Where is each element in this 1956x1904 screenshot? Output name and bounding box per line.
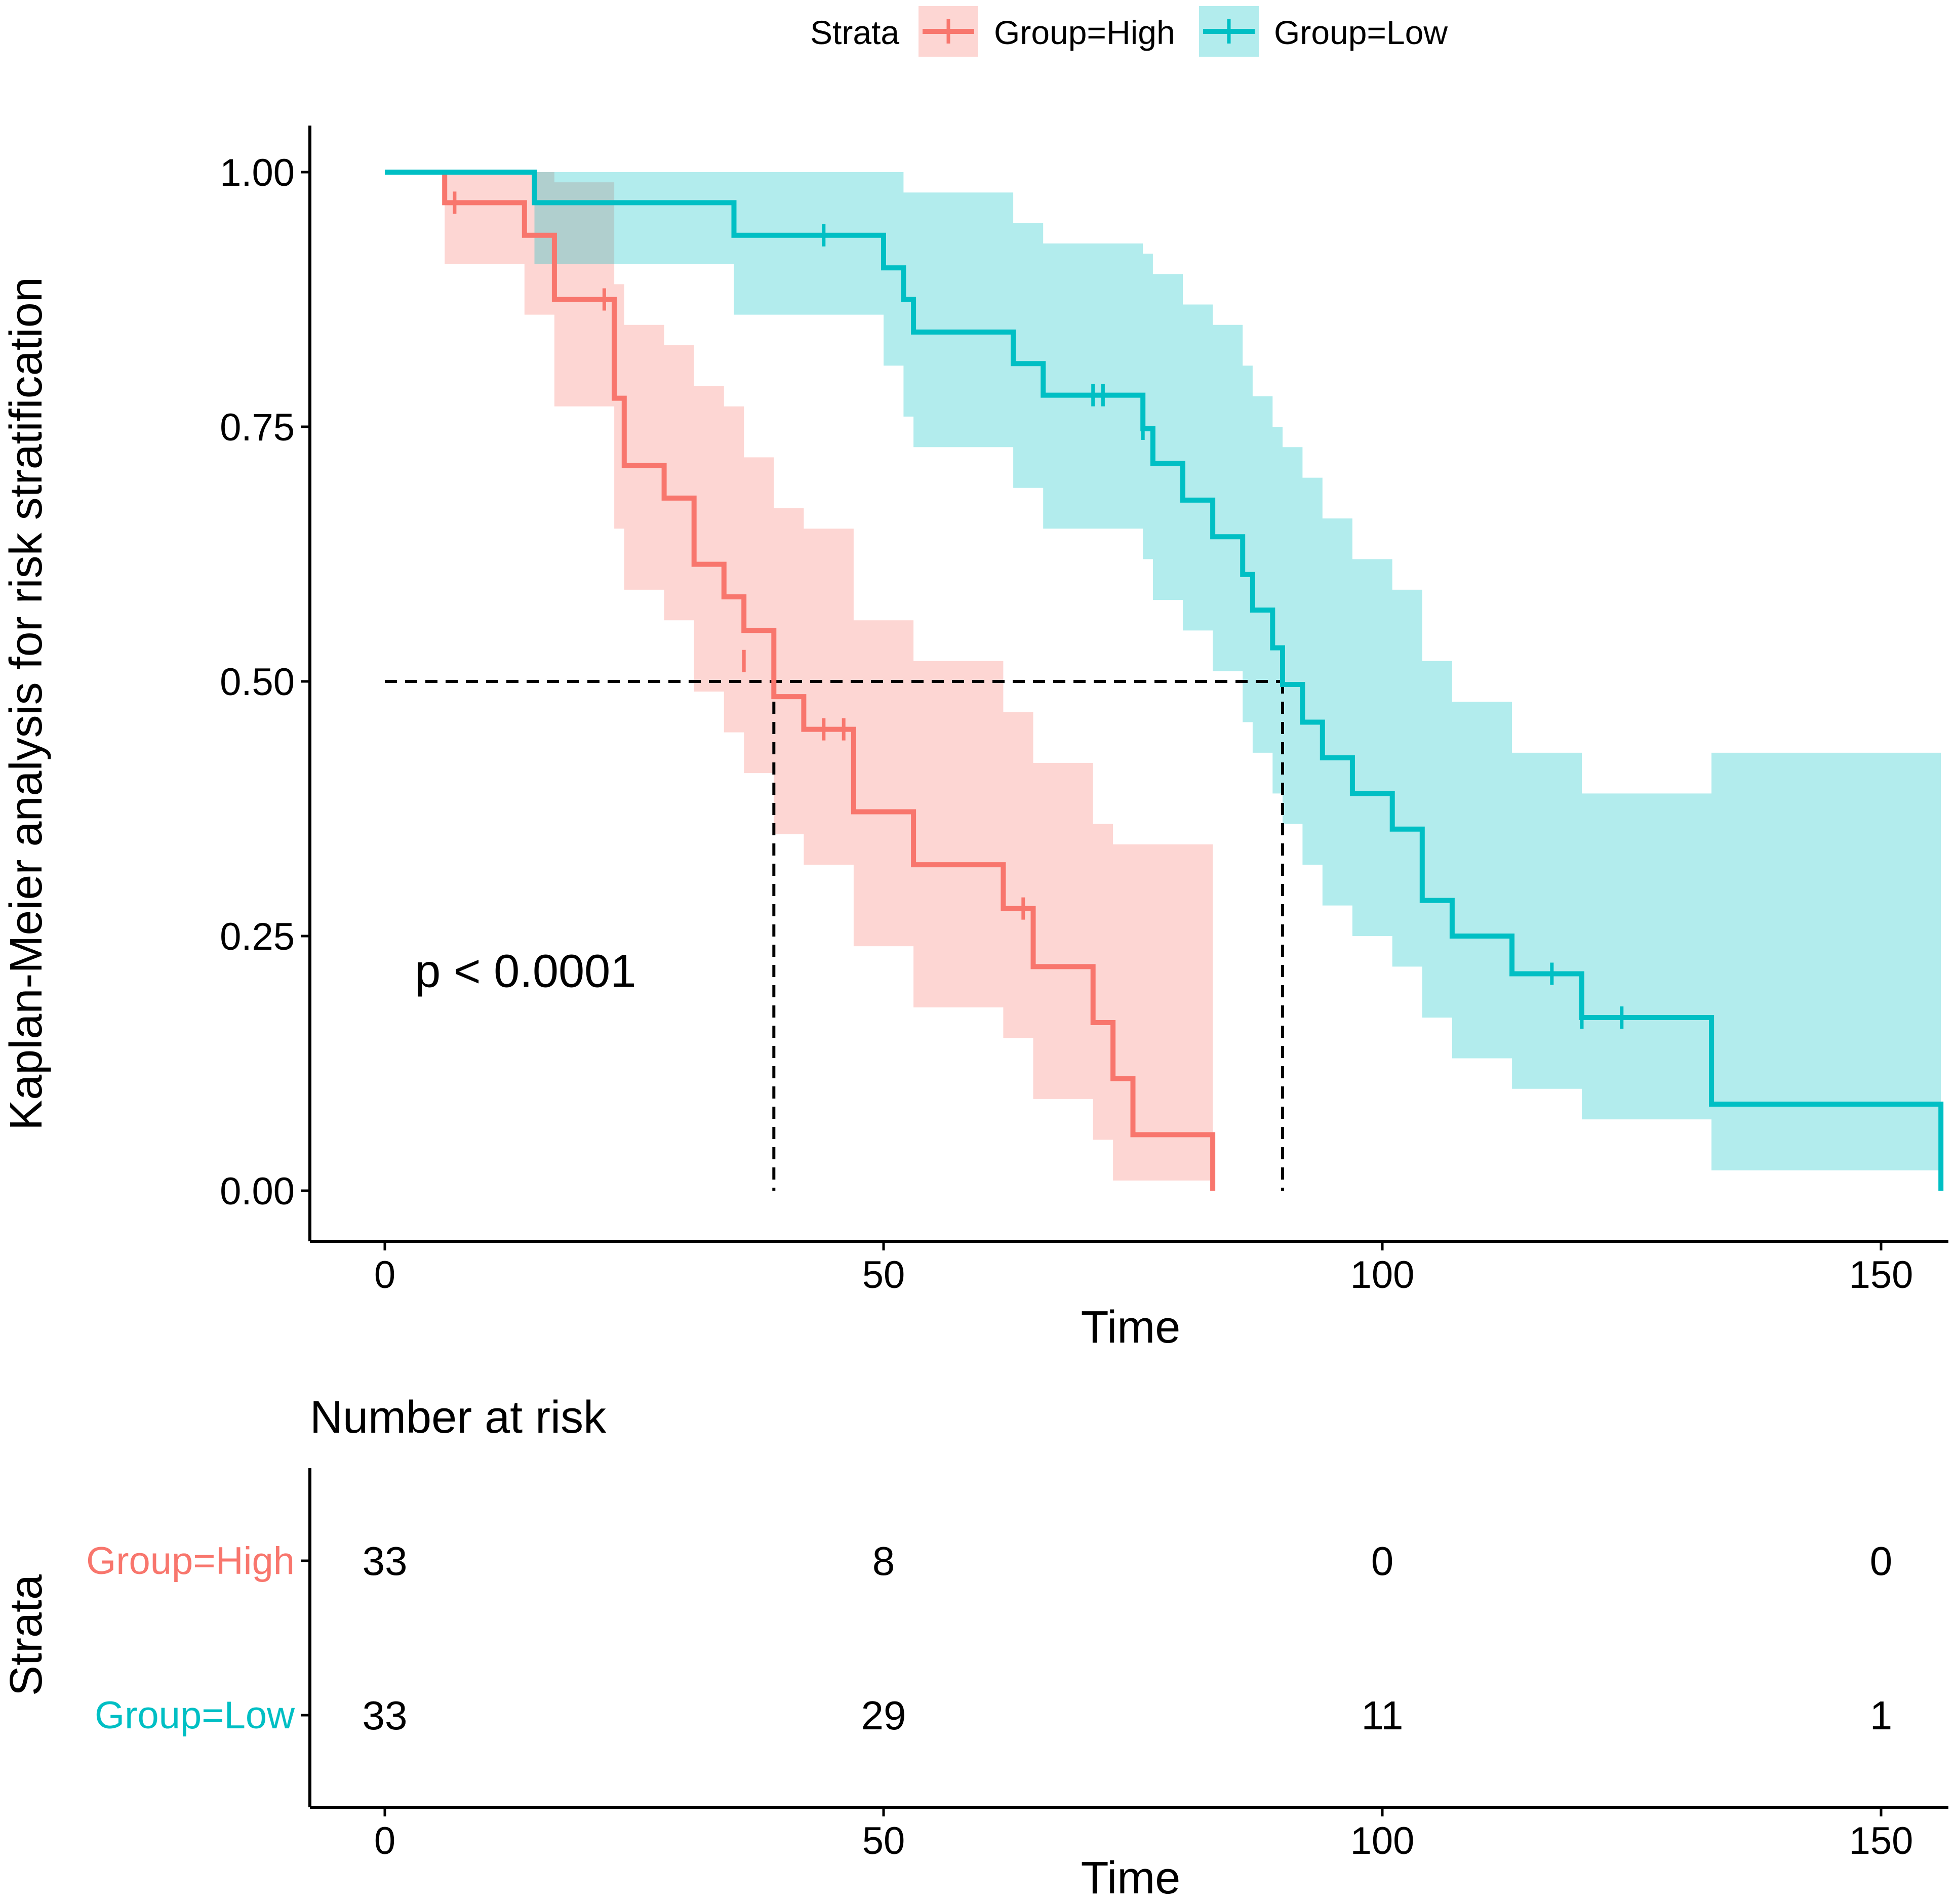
x-tick-label: 100 <box>1350 1253 1415 1297</box>
risk-table-axes: 0 50 100 150 <box>301 1468 1948 1862</box>
risk-x-tick-label: 150 <box>1849 1819 1913 1862</box>
y-tick-label: 1.00 <box>220 151 295 194</box>
legend-label-low: Group=Low <box>1274 14 1448 51</box>
y-tick-label: 0.50 <box>220 661 295 704</box>
p-value-annotation: p < 0.0001 <box>415 946 636 997</box>
main-axes: 0.00 0.25 0.50 0.75 1.00 0 50 100 150 <box>220 126 1948 1297</box>
risk-cell-high: 0 <box>1371 1538 1394 1584</box>
risk-table-y-title: Strata <box>1 1574 52 1696</box>
x-axis-title: Time <box>1081 1302 1181 1353</box>
y-tick-label: 0.75 <box>220 406 295 449</box>
y-tick-label: 0.25 <box>220 915 295 958</box>
risk-x-tick-label: 0 <box>374 1819 395 1862</box>
confidence-band-low <box>385 172 1941 1170</box>
x-tick-label: 0 <box>374 1253 395 1297</box>
survival-curves <box>385 170 1944 1191</box>
median-lines <box>385 680 1284 1191</box>
risk-cell-high: 33 <box>363 1538 408 1584</box>
legend: Strata Group=High Group=Low <box>810 6 1448 57</box>
survival-plot: 0.00 0.25 0.50 0.75 1.00 0 50 100 150 Kaplan-Mei… <box>1 126 1948 1353</box>
survival-curve-low <box>385 170 1944 1191</box>
risk-cell-low: 11 <box>1361 1693 1403 1738</box>
risk-cell-low: 29 <box>861 1693 906 1738</box>
risk-x-tick-label: 50 <box>862 1819 905 1862</box>
survival-curve-high <box>385 170 1216 1191</box>
risk-cell-high: 8 <box>872 1538 895 1584</box>
x-tick-label: 150 <box>1849 1253 1913 1297</box>
risk-table-title: Number at risk <box>310 1392 607 1443</box>
risk-cell-low: 1 <box>1870 1693 1893 1738</box>
legend-label-high: Group=High <box>994 14 1175 51</box>
risk-x-tick-label: 100 <box>1350 1819 1415 1862</box>
risk-row-label-high: Group=High <box>86 1540 295 1583</box>
risk-cell-low: 33 <box>363 1693 408 1738</box>
censor-marks <box>453 191 1624 1029</box>
confidence-band-high <box>385 172 1213 1181</box>
y-tick-label: 0.00 <box>220 1170 295 1213</box>
risk-cell-high: 0 <box>1870 1538 1893 1584</box>
legend-entry-low: Group=Low <box>1199 6 1448 57</box>
y-axis-title: Kaplan-Meier analysis for risk stratific… <box>1 277 52 1130</box>
risk-table-x-title: Time <box>1081 1853 1181 1903</box>
x-tick-label: 50 <box>862 1253 905 1297</box>
risk-row-label-low: Group=Low <box>95 1694 295 1737</box>
risk-table: Number at risk Strata 0 50 100 150 Group=Hi… <box>1 1392 1948 1903</box>
legend-entry-high: Group=High <box>919 6 1175 57</box>
confidence-bands <box>385 172 1941 1181</box>
legend-title: Strata <box>810 14 899 51</box>
